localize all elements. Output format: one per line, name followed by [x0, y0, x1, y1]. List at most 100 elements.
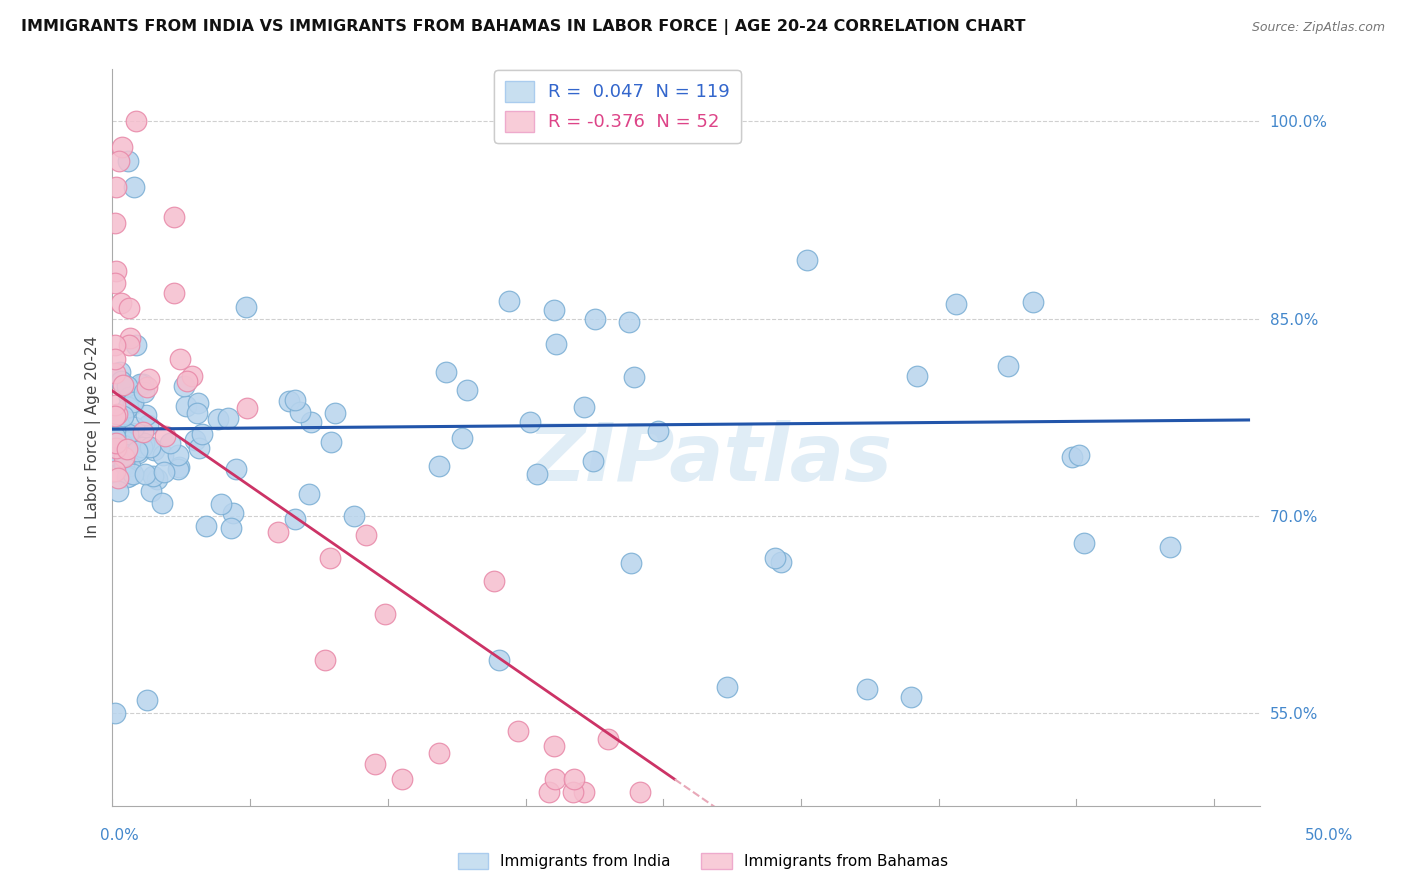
Point [1062, 450, 1084, 464]
Point [427, 459, 450, 474]
Point [543, 302, 565, 317]
Point [763, 551, 786, 566]
Point [222, 506, 245, 520]
Point [134, 467, 156, 482]
Point [125, 114, 148, 128]
Point [111, 377, 134, 392]
Point [118, 331, 141, 345]
Point [111, 411, 134, 425]
Point [163, 211, 186, 225]
Point [114, 442, 136, 456]
Point [115, 379, 138, 393]
Point [184, 434, 207, 448]
Point [526, 467, 548, 482]
Point [114, 458, 136, 473]
Point [104, 366, 127, 380]
Point [186, 406, 208, 420]
Point [451, 431, 474, 445]
Point [796, 252, 818, 267]
Point [945, 297, 967, 311]
Point [138, 372, 160, 386]
Point [131, 441, 153, 455]
Point [207, 411, 229, 425]
Point [131, 425, 153, 439]
Point [105, 264, 128, 278]
Point [598, 731, 620, 746]
Point [104, 409, 127, 423]
Point [174, 399, 197, 413]
Point [104, 441, 127, 455]
Text: Source: ZipAtlas.com: Source: ZipAtlas.com [1251, 21, 1385, 34]
Point [139, 484, 162, 499]
Point [364, 757, 387, 772]
Point [153, 429, 176, 443]
Point [135, 409, 157, 423]
Point [125, 338, 148, 352]
Point [108, 153, 131, 168]
Point [225, 462, 247, 476]
Point [488, 653, 510, 667]
Point [620, 556, 643, 570]
Point [167, 462, 190, 476]
Text: 50.0%: 50.0% [1305, 829, 1353, 843]
Legend: Immigrants from India, Immigrants from Bahamas: Immigrants from India, Immigrants from B… [451, 847, 955, 875]
Point [104, 423, 127, 437]
Point [104, 464, 127, 478]
Point [574, 785, 596, 799]
Point [104, 411, 127, 425]
Point [1159, 540, 1181, 554]
Point [152, 448, 174, 462]
Point [117, 401, 139, 415]
Point [105, 180, 128, 194]
Point [118, 390, 141, 404]
Point [117, 427, 139, 442]
Point [118, 383, 141, 397]
Point [180, 368, 202, 383]
Point [105, 407, 128, 421]
Point [104, 706, 127, 721]
Point [118, 338, 141, 352]
Point [104, 216, 127, 230]
Point [716, 680, 738, 694]
Text: IMMIGRANTS FROM INDIA VS IMMIGRANTS FROM BAHAMAS IN LABOR FORCE | AGE 20-24 CORR: IMMIGRANTS FROM INDIA VS IMMIGRANTS FROM… [21, 20, 1025, 35]
Point [104, 430, 127, 444]
Point [582, 453, 605, 467]
Point [195, 519, 218, 533]
Point [143, 442, 166, 457]
Point [152, 496, 174, 510]
Point [343, 509, 366, 524]
Point [374, 607, 396, 621]
Point [506, 724, 529, 739]
Point [110, 374, 132, 388]
Point [209, 497, 232, 511]
Point [391, 772, 413, 786]
Point [118, 301, 141, 316]
Point [288, 405, 311, 419]
Point [114, 434, 136, 448]
Point [159, 436, 181, 450]
Point [217, 411, 239, 425]
Point [121, 397, 143, 411]
Point [434, 365, 457, 379]
Point [188, 442, 211, 456]
Text: ZIPatlas: ZIPatlas [527, 420, 891, 499]
Point [299, 415, 322, 429]
Point [120, 394, 142, 409]
Point [905, 369, 928, 384]
Point [562, 772, 585, 787]
Point [583, 312, 606, 326]
Point [1073, 535, 1095, 549]
Point [132, 436, 155, 450]
Point [267, 525, 290, 540]
Point [1022, 294, 1045, 309]
Point [118, 435, 141, 450]
Point [163, 286, 186, 301]
Point [112, 450, 135, 465]
Point [166, 448, 188, 462]
Point [519, 415, 541, 429]
Point [235, 401, 257, 415]
Point [124, 419, 146, 434]
Point [108, 420, 131, 434]
Point [138, 440, 160, 454]
Point [142, 468, 165, 483]
